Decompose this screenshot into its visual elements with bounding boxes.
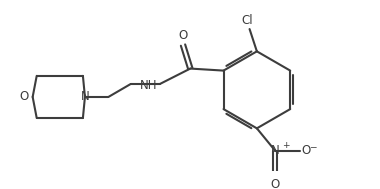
Text: O: O [271,178,280,189]
Text: +: + [282,141,290,150]
Text: O: O [178,29,188,42]
Text: N: N [81,91,89,103]
Text: O: O [302,144,311,157]
Text: N: N [271,144,279,157]
Text: O: O [19,91,28,103]
Text: NH: NH [140,79,157,92]
Text: Cl: Cl [242,14,253,27]
Text: −: − [309,142,317,151]
